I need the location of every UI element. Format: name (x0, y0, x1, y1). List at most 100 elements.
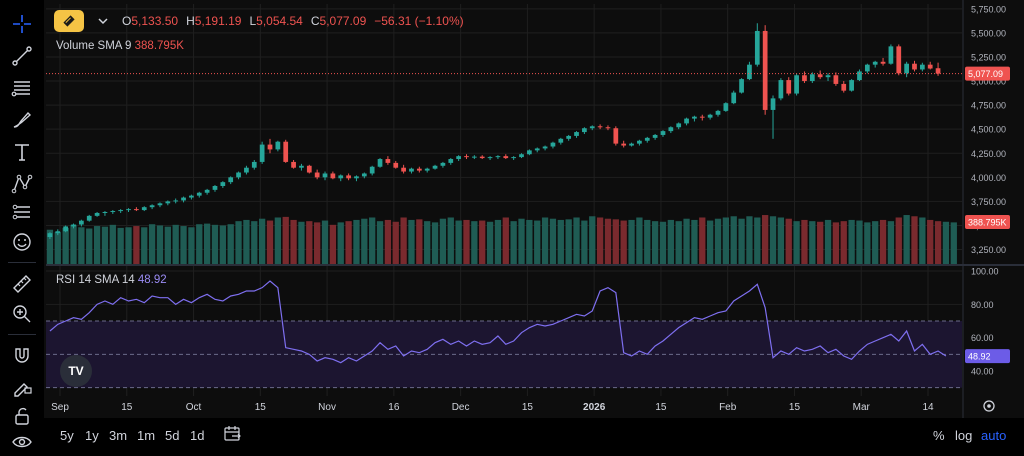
candle-body (385, 159, 391, 163)
lock-drawing-icon[interactable] (8, 372, 36, 400)
candle-body (888, 46, 894, 64)
open-label: O (122, 14, 132, 28)
tradingview-logo[interactable]: TV (60, 355, 92, 387)
rsi-indicator-value: 48.92 (137, 274, 167, 286)
time-tick-label: 15 (121, 402, 133, 413)
volume-bar (125, 227, 132, 264)
ruler-icon[interactable] (8, 270, 36, 298)
candle-body (369, 166, 375, 174)
toolbar-divider (8, 262, 36, 263)
volume-bar (156, 225, 164, 264)
pattern-icon[interactable] (8, 170, 36, 198)
candle-body (393, 162, 399, 168)
volume-bar (879, 219, 887, 264)
eye-icon[interactable] (8, 428, 36, 456)
volume-bar (164, 226, 171, 264)
volume-badge: 388.795K (968, 218, 1007, 228)
volume-bar (754, 217, 761, 264)
volume-bar (856, 220, 863, 264)
price-tick-label: 4,250.00 (971, 149, 1006, 159)
candle-body (118, 210, 124, 212)
volume-bar (706, 220, 714, 264)
range-1y[interactable]: 1y (85, 428, 99, 443)
change-value: −56.31 (−1.10%) (374, 14, 464, 28)
forecast-icon[interactable] (8, 198, 36, 226)
candle-body (747, 64, 752, 80)
volume-bar (872, 221, 879, 264)
text-tool-icon[interactable] (8, 138, 36, 166)
candle-body (173, 200, 179, 202)
candle-body (291, 161, 296, 168)
auto-scale-button[interactable]: auto (981, 428, 1007, 443)
candle-body (495, 156, 501, 158)
volume-bar (306, 221, 313, 264)
volume-bar (133, 226, 140, 264)
fib-retracement-icon[interactable] (8, 74, 36, 102)
volume-bar (596, 217, 604, 264)
zoom-in-icon[interactable] (8, 300, 36, 328)
range-5y[interactable]: 5y (60, 428, 74, 443)
trend-line-icon[interactable] (8, 42, 36, 70)
volume-bar (361, 218, 368, 264)
volume-bar (817, 221, 824, 264)
volume-bar (384, 219, 392, 264)
volume-bar (691, 219, 698, 264)
candle-body (715, 110, 721, 115)
magnet-icon[interactable] (8, 342, 36, 370)
volume-bar (604, 218, 612, 264)
candle-body (283, 141, 289, 162)
volume-bar (345, 221, 352, 264)
rsi-tick-label: 100.00 (971, 267, 999, 277)
volume-bar (314, 222, 321, 264)
log-scale-button[interactable]: log (955, 428, 973, 443)
percent-scale-button[interactable]: % (933, 428, 945, 443)
candle-body (149, 205, 155, 208)
volume-bar (848, 219, 855, 264)
time-tick-label: Dec (452, 402, 470, 413)
time-tick-label: Oct (186, 402, 202, 413)
candle-body (872, 61, 878, 65)
brush-icon[interactable] (8, 106, 36, 134)
candle-body (251, 161, 257, 168)
range-5d[interactable]: 5d (165, 428, 180, 443)
time-tick-label: 15 (522, 402, 534, 413)
candle-body (487, 157, 493, 159)
lock-icon[interactable] (8, 402, 36, 430)
candle-body (220, 182, 226, 186)
volume-bar (494, 219, 502, 264)
range-1d[interactable]: 1d (190, 428, 205, 443)
volume-bar (541, 217, 549, 264)
range-1m[interactable]: 1m (137, 428, 156, 443)
candle-body (660, 131, 666, 135)
emoji-icon[interactable] (8, 228, 36, 256)
time-tick-label: Sep (51, 402, 69, 413)
range-3m[interactable]: 3m (109, 428, 128, 443)
candle-body (770, 98, 776, 110)
symbol-button[interactable] (54, 10, 84, 32)
candle-body (904, 63, 909, 74)
volume-bar (887, 221, 895, 264)
candle-body (912, 63, 917, 70)
logo-text: TV (68, 364, 84, 378)
candle-body (79, 220, 84, 225)
date-range-icon[interactable] (224, 426, 242, 447)
candle-body (935, 68, 941, 74)
volume-bar (54, 232, 61, 264)
volume-bar (911, 216, 918, 264)
candle-body (196, 192, 202, 196)
crosshair-icon[interactable] (8, 10, 36, 38)
candle-body (794, 75, 799, 94)
volume-legend[interactable]: Volume SMA 9 388.795K (56, 40, 184, 52)
volume-bar (581, 220, 588, 264)
settings-gear-icon[interactable] (983, 400, 995, 412)
candle-body (346, 175, 351, 179)
candle-body (204, 189, 210, 193)
volume-bar (180, 226, 187, 264)
rsi-legend[interactable]: RSI 14 SMA 14 48.92 (56, 274, 167, 286)
volume-bar (196, 224, 203, 264)
candle-body (102, 212, 108, 213)
volume-bar (86, 228, 93, 264)
candle-body (94, 212, 100, 216)
chevron-down-icon[interactable] (92, 10, 114, 32)
